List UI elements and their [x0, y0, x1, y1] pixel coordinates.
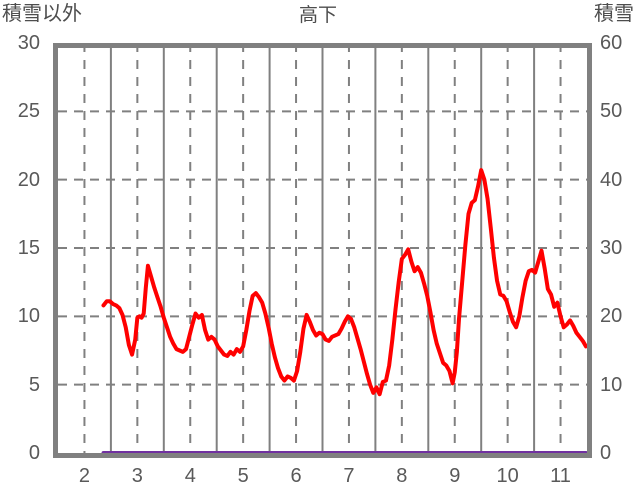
x-tick-label: 10: [496, 465, 519, 487]
x-tick-label: 6: [290, 465, 302, 487]
y-tick-label: 30: [17, 32, 40, 54]
y-tick-label: 15: [17, 237, 40, 259]
right-axis-title: 積雪: [594, 3, 634, 25]
y-tick-label: 10: [17, 305, 40, 328]
y-tick-label: 0: [28, 442, 40, 464]
plot-area: [53, 43, 592, 458]
y-tick-label: 5: [28, 373, 40, 396]
x-tick-label: 11: [550, 465, 571, 487]
y2-tick-label: 0: [600, 442, 612, 464]
non-snow-series-line: [101, 168, 588, 397]
chart-title: 高下: [298, 5, 337, 26]
x-tick-label: 7: [343, 465, 355, 487]
left-axis-title: 積雪以外: [2, 3, 82, 25]
y2-tick-label: 20: [600, 305, 623, 328]
y2-tick-label: 60: [600, 32, 623, 54]
y2-tick-label: 30: [600, 237, 623, 259]
y-tick-label: 20: [17, 168, 40, 191]
x-tick-label: 3: [131, 465, 143, 487]
y2-tick-label: 50: [600, 100, 623, 123]
plot-frame: [53, 43, 592, 458]
x-tick-label: 2: [78, 465, 90, 487]
y2-tick-label: 10: [600, 373, 623, 396]
plot-canvas: [58, 43, 588, 455]
x-tick-label: 9: [449, 465, 461, 487]
y2-tick-label: 40: [600, 168, 623, 191]
x-tick-label: 4: [184, 465, 196, 487]
x-tick-label: 5: [237, 465, 249, 487]
y-tick-label: 25: [17, 100, 40, 123]
x-tick-label: 8: [396, 465, 408, 487]
